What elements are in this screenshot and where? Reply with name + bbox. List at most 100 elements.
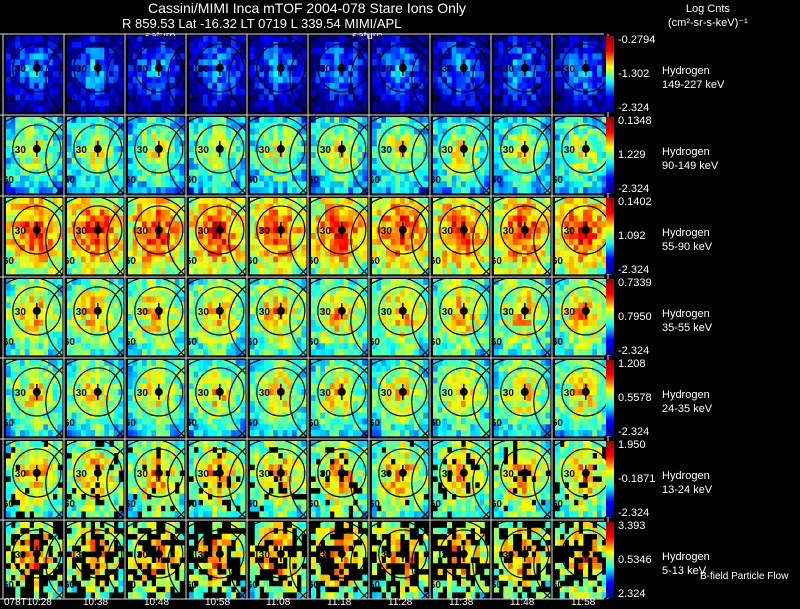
pixel-cell [43, 215, 49, 222]
pixel-cell [10, 36, 16, 43]
pixel-cell [268, 238, 274, 246]
pixel-cell [381, 187, 387, 194]
pixel-cell [601, 244, 607, 251]
pixel-cell [99, 128, 105, 135]
pixel-cell [67, 181, 73, 188]
pixel-cell [104, 256, 110, 263]
pixel-cell [212, 140, 218, 147]
pixel-cell [128, 71, 134, 78]
pixel-cell [536, 59, 542, 66]
pixel-cell [418, 169, 424, 176]
pixel-cell [6, 169, 12, 176]
pixel-cell [6, 290, 12, 297]
pixel-cell [170, 140, 176, 147]
pixel-cell [198, 59, 204, 66]
pixel-cell [540, 181, 546, 188]
pixel-cell [526, 53, 532, 60]
pixel-cell [254, 187, 260, 194]
pixel-cell [282, 262, 288, 269]
pixel-cell [273, 100, 279, 107]
pixel-cell [231, 82, 237, 89]
pixel-cell [231, 157, 237, 165]
pixel-cell [597, 175, 603, 182]
pixel-cell [193, 163, 199, 170]
pixel-cell [564, 157, 570, 165]
pixel-cell [559, 163, 565, 170]
pixel-cell [160, 117, 166, 124]
pixel-cell [447, 100, 453, 107]
pixel-cell [170, 53, 176, 60]
pixel-cell [390, 94, 396, 101]
pixel-cell [10, 198, 16, 205]
pixel-cell [142, 47, 148, 54]
pixel-cell [451, 187, 457, 194]
pixel-cell [264, 227, 270, 234]
pixel-cell [15, 47, 21, 54]
pixel-cell [512, 203, 518, 210]
pixel-cell [240, 157, 246, 165]
pixel-cell [250, 187, 256, 194]
pixel-cell [29, 314, 35, 321]
pixel-cell [522, 117, 528, 124]
pixel-cell [29, 82, 35, 89]
pixel-cell [179, 227, 185, 234]
pixel-cell [433, 262, 439, 269]
pixel-cell [259, 76, 265, 84]
pixel-cell [470, 128, 476, 135]
pixel-cell [76, 233, 82, 240]
pixel-cell [512, 146, 518, 153]
pixel-cell [498, 100, 504, 107]
pixel-cell [240, 181, 246, 188]
pixel-cell [113, 198, 119, 205]
pixel-cell [6, 314, 12, 321]
pixel-cell [343, 157, 349, 165]
pixel-cell [10, 256, 16, 263]
pixel-cell [99, 53, 105, 60]
pixel-cell [372, 100, 378, 107]
pixel-cell [325, 169, 331, 176]
pixel-cell [264, 76, 270, 84]
pixel-cell [231, 65, 237, 72]
pixel-cell [198, 146, 204, 153]
pixel-cell [451, 157, 457, 165]
pixel-cell [29, 175, 35, 182]
pixel-cell [592, 221, 598, 228]
ring-label-30: 30 [137, 64, 149, 75]
pixel-cell [132, 82, 138, 89]
pixel-cell [395, 53, 401, 60]
pixel-cell [231, 203, 237, 210]
pixel-cell [264, 169, 270, 176]
pixel-cell [479, 250, 485, 257]
pixel-cell [362, 181, 368, 188]
pixel-cell [343, 65, 349, 72]
pixel-cell [292, 169, 298, 176]
pixel-cell [592, 94, 598, 101]
pixel-cell [212, 227, 218, 234]
pixel-cell [90, 36, 96, 43]
pixel-cell [287, 262, 293, 269]
pixel-cell [343, 238, 349, 246]
pixel-cell [273, 181, 279, 188]
pixel-cell [34, 122, 40, 129]
pixel-cell [311, 88, 317, 95]
pixel-cell [423, 227, 429, 234]
pixel-cell [498, 88, 504, 95]
pixel-cell [512, 187, 518, 194]
pixel-cell [414, 140, 420, 147]
pixel-cell [564, 122, 570, 129]
pixel-cell [296, 82, 302, 89]
pixel-cell [376, 256, 382, 263]
pixel-cell [372, 238, 378, 246]
pixel-cell [287, 221, 293, 228]
pixel-cell [437, 215, 443, 222]
pixel-cell [282, 82, 288, 89]
pixel-cell [34, 47, 40, 54]
pixel-cell [259, 198, 265, 205]
pixel-cell [212, 198, 218, 205]
pixel-cell [10, 47, 16, 54]
pixel-cell [170, 76, 176, 84]
pixel-cell [592, 59, 598, 66]
pixel-cell [273, 128, 279, 135]
pixel-cell [217, 187, 223, 194]
pixel-cell [386, 94, 392, 101]
